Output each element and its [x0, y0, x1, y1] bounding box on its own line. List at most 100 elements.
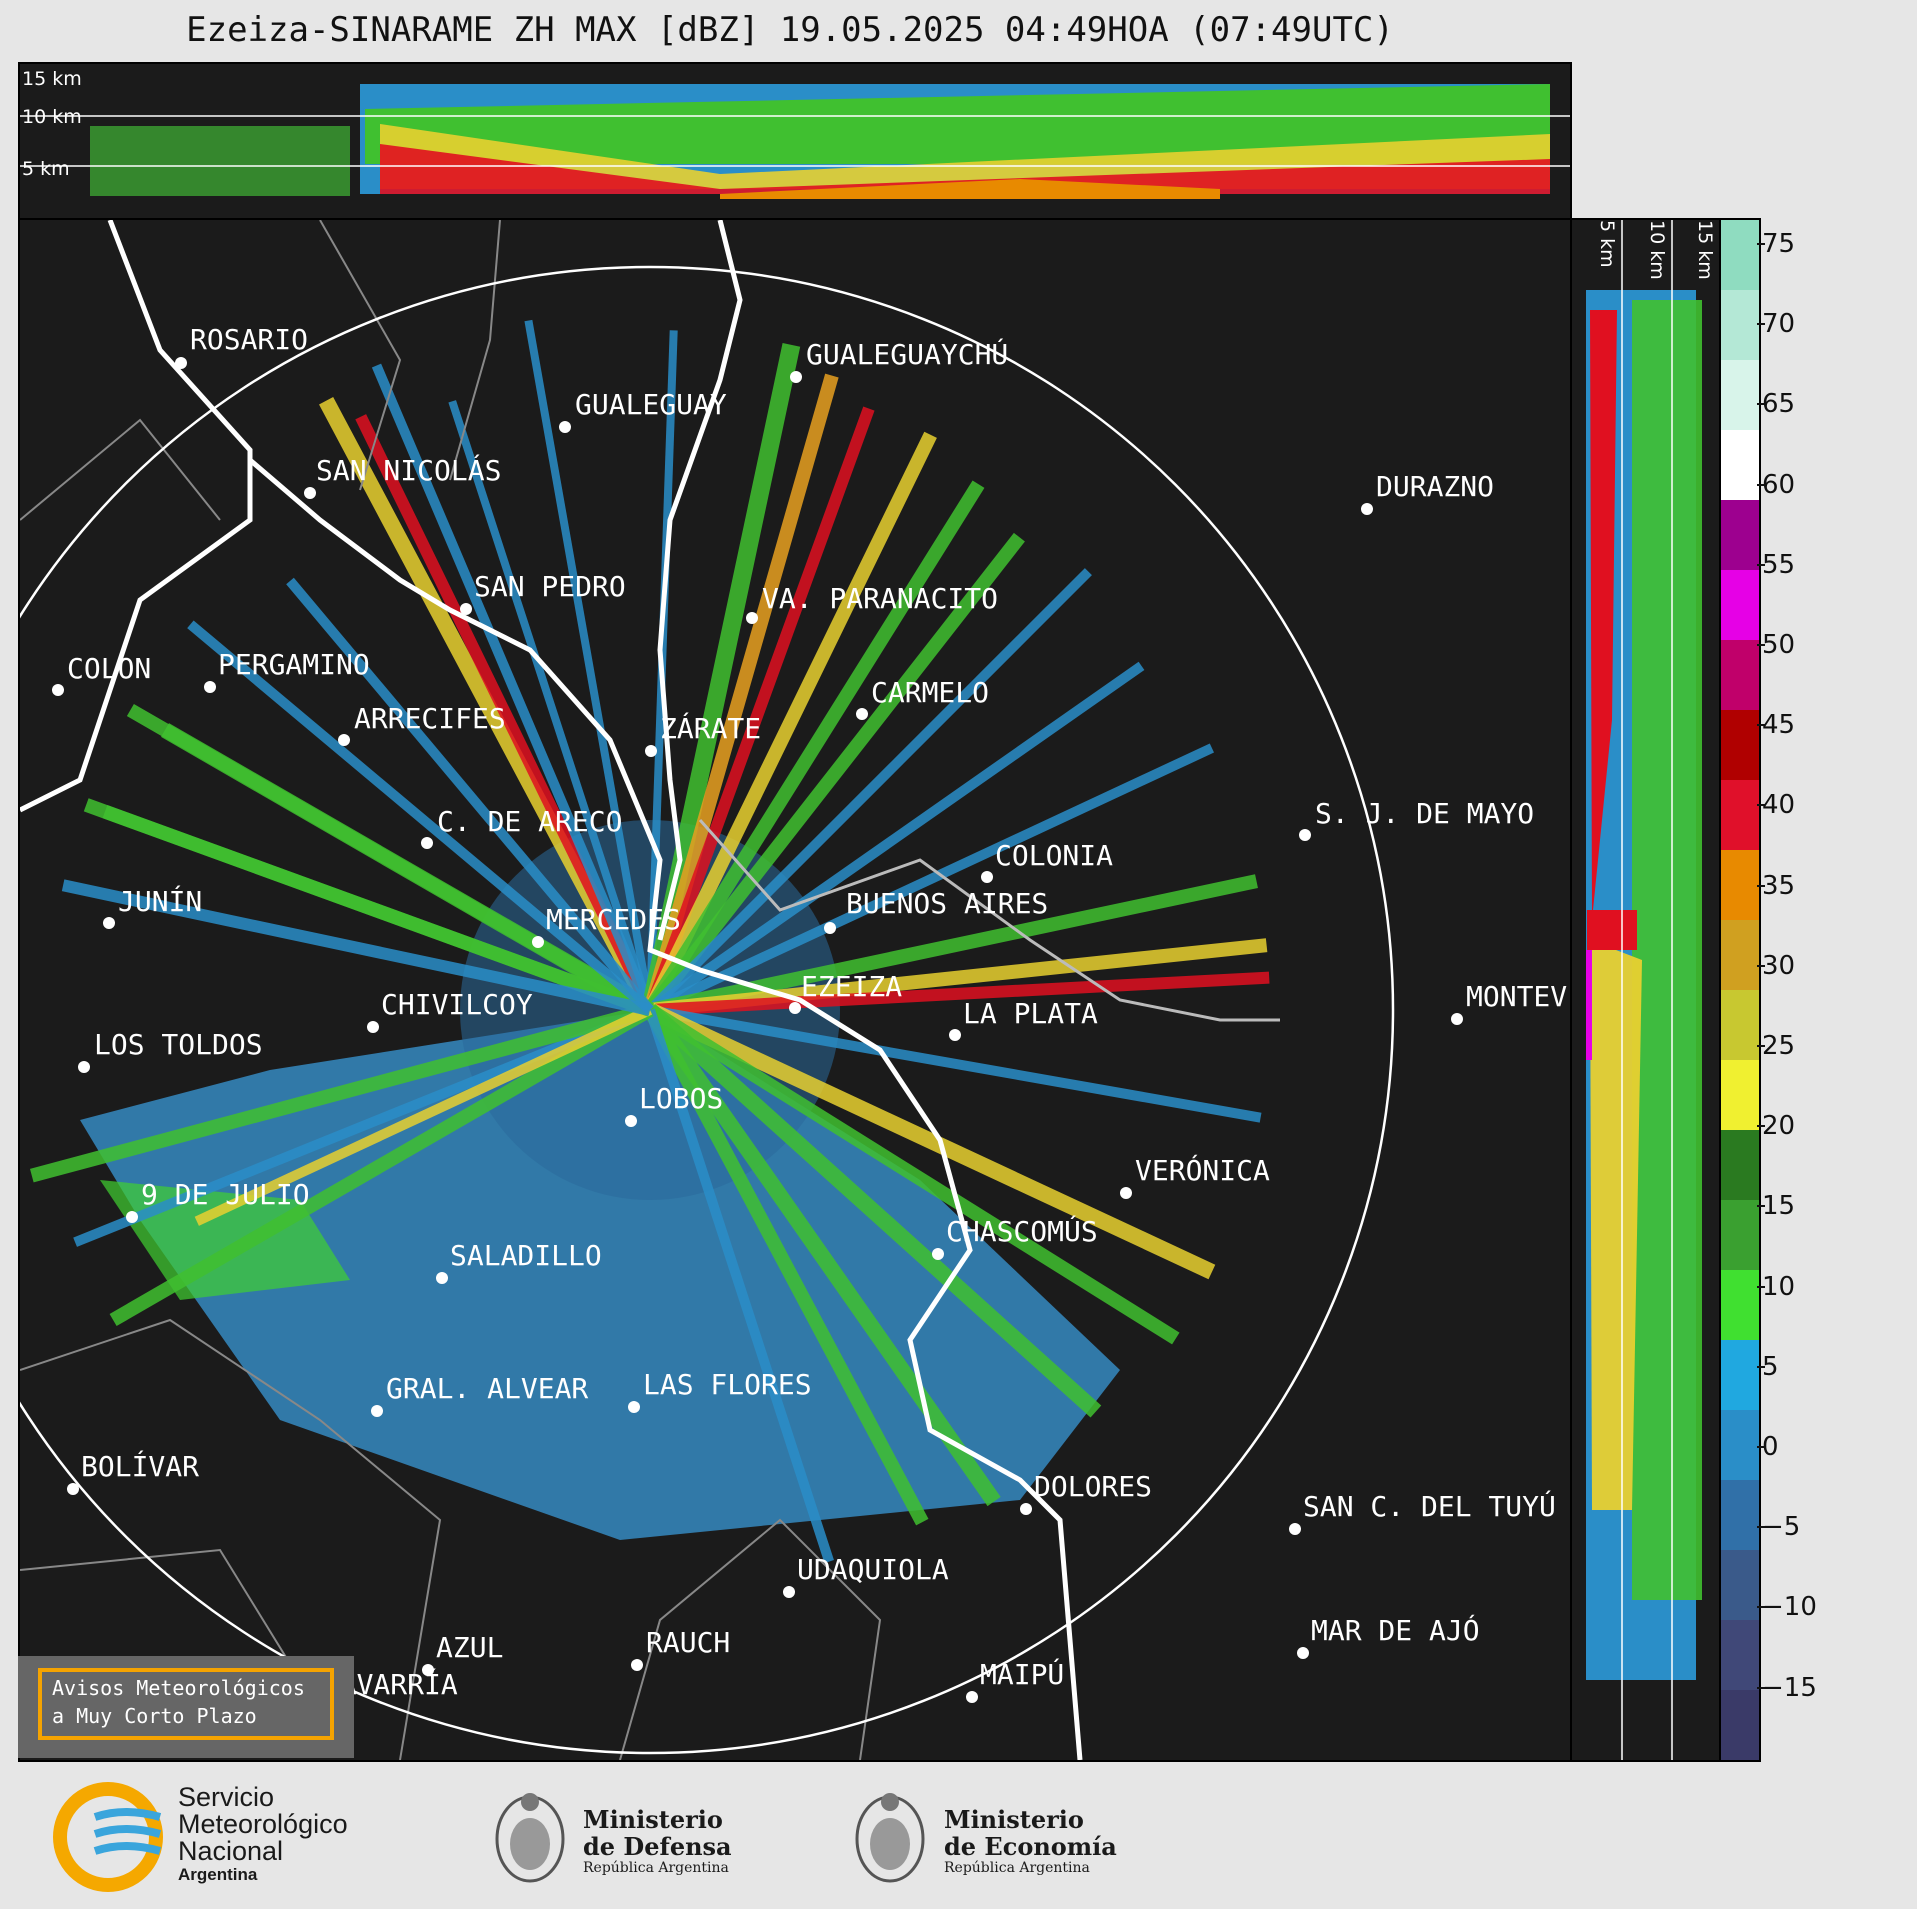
echo-spike [126, 703, 654, 1017]
city-label: VERÓNICA [1135, 1154, 1270, 1187]
city-dot [631, 1659, 643, 1671]
city-label: BUENOS AIRES [846, 887, 1049, 920]
city-label: JUNÍN [118, 885, 203, 918]
top-cross-section-graphic [20, 84, 1570, 199]
city-dot [421, 837, 433, 849]
city-label: GUALEGUAY [575, 388, 727, 421]
city-dot [52, 684, 64, 696]
city-dot [532, 936, 544, 948]
side-label-15km: 15 km [1694, 220, 1716, 280]
echo-spike [644, 480, 985, 1014]
echo-spike [646, 1004, 1180, 1345]
top-label-5km: 5 km [22, 158, 70, 180]
colorbar-tick-mark [1757, 1365, 1765, 1368]
echo-spike [187, 620, 654, 1014]
city-dot [645, 745, 657, 757]
city-dot [338, 734, 350, 746]
city-dot [422, 1664, 434, 1676]
city-dot [78, 1061, 90, 1073]
top-label-15km: 15 km [22, 68, 82, 90]
city-label: UDAQUIOLA [797, 1553, 949, 1586]
economia-line3: República Argentina [944, 1860, 1090, 1876]
city-label: GRAL. ALVEAR [386, 1372, 589, 1405]
smn-line2: Meteorológico [178, 1809, 348, 1839]
city-dot [1020, 1503, 1032, 1515]
echo-spike [646, 1002, 1216, 1280]
city-label: COLONIA [995, 839, 1114, 872]
avisos-line2: a Muy Corto Plazo [52, 1704, 257, 1728]
city-label: CARMELO [871, 676, 990, 709]
echo-spike [643, 431, 937, 1014]
city-label: ZÁRATE [660, 712, 762, 745]
colorbar-tick-mark [1757, 964, 1765, 967]
colorbar-tick-label: 50 [1762, 630, 1796, 660]
footer-logos: Servicio Meteorológico Nacional Argentin… [0, 1762, 1917, 1909]
colorbar-tick-mark [1757, 483, 1765, 486]
echo-spike [643, 373, 839, 1012]
colorbar-tick-mark [1757, 644, 1765, 646]
city-label: AZUL [436, 1631, 504, 1664]
city-dot [1451, 1013, 1463, 1025]
city-label: VA. PARANACITO [762, 582, 999, 615]
range-ring [20, 265, 1395, 1755]
echo-spike [649, 1005, 1262, 1123]
top-echo-band [90, 84, 1550, 199]
avisos-banner: Avisos Meteorológicos a Muy Corto Plazo [18, 1656, 354, 1758]
side-echo-band [1586, 290, 1702, 1680]
city-dot [67, 1483, 79, 1495]
top-height-cross-section: 15 km 10 km 5 km [18, 62, 1572, 220]
chart-title: Ezeiza-SINARAME ZH MAX [dBZ] 19.05.2025 … [186, 10, 1394, 50]
colorbar-tick-mark [1757, 1205, 1765, 1208]
city-dot [981, 871, 993, 883]
borders [20, 220, 1280, 1760]
colorbar-tick-label: 65 [1762, 389, 1796, 420]
city-label: CHASCOMÚS [946, 1215, 1098, 1248]
city-dot [625, 1115, 637, 1127]
echo-spike [641, 343, 801, 1012]
radial-echo-spikes [29, 319, 1270, 1564]
smn-logo-text: Servicio Meteorológico Nacional Argentin… [178, 1784, 348, 1885]
city-label: LAS FLORES [643, 1368, 812, 1401]
economia-seal-icon [855, 1793, 925, 1883]
defensa-seal-icon [495, 1793, 565, 1883]
echo-spike [524, 319, 654, 1011]
city-dot [371, 1405, 383, 1417]
colorbar-tick-label: 60 [1762, 469, 1796, 500]
defensa-line1: Ministerio [583, 1805, 723, 1834]
echo-spike [286, 577, 654, 1014]
city-label: ROSARIO [190, 323, 309, 356]
avisos-line1: Avisos Meteorológicos [52, 1676, 305, 1700]
city-label: ARRECIFES [354, 702, 506, 735]
colorbar-tick-mark [1757, 243, 1765, 245]
echo-spike [371, 363, 655, 1012]
echo-spike [194, 1005, 653, 1226]
defensa-logo-text: Ministerio de Defensa República Argentin… [583, 1806, 732, 1876]
echo-spike [647, 661, 1145, 1015]
city-label: C. DE ARECO [437, 805, 623, 838]
dbz-colorbar [1719, 218, 1761, 1762]
city-dot [126, 1211, 138, 1223]
city-label: DOLORES [1034, 1470, 1153, 1503]
city-dot [783, 1586, 795, 1598]
city-dot [628, 1401, 640, 1413]
city-dot [304, 487, 316, 499]
colorbar-tick-mark [1757, 884, 1765, 887]
city-label: SALADILLO [450, 1239, 602, 1272]
city-dot [367, 1021, 379, 1033]
city-label: BOLÍVAR [81, 1450, 200, 1483]
city-label: S. J. DE MAYO [1315, 797, 1535, 830]
echo-spike [643, 1006, 929, 1526]
top-label-10km: 10 km [22, 106, 82, 128]
colorbar-tick-label: 75 [1762, 229, 1796, 259]
echo-spike [645, 1008, 834, 1564]
colorbar-tick-mark [1757, 804, 1765, 807]
colorbar-tick-label: −15 [1762, 1672, 1817, 1703]
colorbar-tick-mark [1757, 724, 1765, 727]
smn-logo-icon [53, 1782, 163, 1892]
city-label: MERCEDES [546, 903, 681, 936]
city-dot [824, 922, 836, 934]
colorbar-tick-label: 30 [1762, 950, 1796, 981]
city-label: RAUCH [646, 1626, 731, 1659]
city-dot [789, 1002, 801, 1014]
city-label: SAN PEDRO [474, 570, 626, 603]
